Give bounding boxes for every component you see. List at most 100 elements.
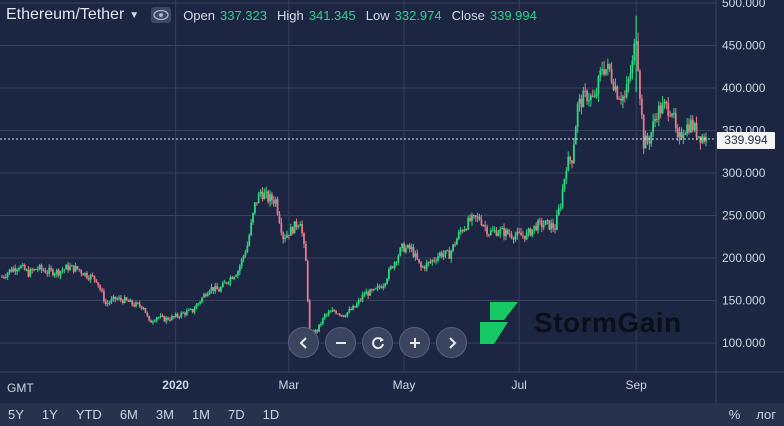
- candle-body: [172, 316, 175, 318]
- y-axis-tick-label: 200.000: [722, 251, 766, 265]
- candle-body: [535, 225, 538, 231]
- candle-body: [252, 212, 254, 223]
- candle-body: [478, 216, 481, 220]
- candle-body: [195, 304, 198, 310]
- range-5y-button[interactable]: 5Y: [8, 407, 24, 422]
- chevron-right-icon: [448, 336, 456, 349]
- reset-zoom-button[interactable]: [362, 327, 393, 358]
- candle-body: [36, 268, 39, 270]
- range-ytd-button[interactable]: YTD: [75, 407, 102, 422]
- scroll-left-button[interactable]: [288, 327, 319, 358]
- candle-body: [50, 267, 52, 270]
- candle-body: [678, 132, 681, 138]
- open-label: Open: [183, 7, 215, 23]
- candle-body: [318, 324, 320, 332]
- candle-body: [135, 302, 137, 307]
- candle-body: [333, 310, 336, 312]
- range-7d-button[interactable]: 7D: [228, 407, 245, 422]
- candle-body: [284, 237, 287, 240]
- candle-body: [348, 309, 351, 313]
- range-6m-button[interactable]: 6M: [119, 407, 138, 422]
- zoom-out-button[interactable]: [325, 327, 356, 358]
- candle-body: [412, 247, 415, 257]
- candle-body: [223, 282, 226, 284]
- candle-body: [59, 271, 62, 276]
- log-scale-toggle[interactable]: лог: [756, 407, 776, 422]
- candle-body: [674, 113, 677, 129]
- candle-body: [673, 113, 675, 115]
- candle-body: [276, 199, 279, 214]
- low-value: 332.974: [394, 7, 442, 23]
- candle-body: [533, 225, 536, 230]
- scroll-right-button[interactable]: [436, 327, 467, 358]
- zoom-in-button[interactable]: [399, 327, 430, 358]
- candle-body: [542, 225, 545, 228]
- candle-body: [376, 286, 379, 289]
- candle-body: [235, 275, 237, 277]
- candle-body: [606, 64, 609, 70]
- candle-body: [138, 303, 141, 307]
- candle-body: [465, 229, 468, 231]
- candle-body: [174, 314, 177, 318]
- candle-body: [316, 329, 319, 332]
- candle-body: [455, 238, 458, 245]
- candle-body: [578, 98, 581, 104]
- candle-body: [299, 223, 302, 226]
- candle-body: [291, 227, 294, 234]
- percent-scale-toggle[interactable]: %: [728, 407, 741, 422]
- candle-body: [323, 314, 326, 318]
- candle-body: [206, 293, 209, 297]
- candle-body: [425, 262, 428, 269]
- candle-body: [603, 69, 605, 75]
- symbol-dropdown-caret-icon[interactable]: ▼: [129, 9, 140, 21]
- candle-body: [61, 270, 64, 272]
- timezone-label[interactable]: GMT: [7, 381, 34, 395]
- range-3m-button[interactable]: 3M: [155, 407, 174, 422]
- candle-body: [450, 250, 453, 259]
- candle-body: [401, 243, 404, 248]
- candle-body: [306, 260, 309, 301]
- candle-body: [461, 230, 464, 232]
- candle-body: [142, 307, 145, 309]
- candle-body: [554, 228, 556, 230]
- candle-body: [297, 225, 300, 227]
- candle-body: [231, 277, 234, 279]
- candle-body: [269, 194, 271, 202]
- refresh-icon: [371, 336, 384, 349]
- candle-body: [457, 232, 460, 239]
- range-1y-button[interactable]: 1Y: [41, 407, 58, 422]
- candle-body: [91, 274, 94, 276]
- candle-body: [197, 303, 200, 305]
- candle-body: [571, 160, 573, 164]
- candle-body: [452, 244, 454, 251]
- range-1d-button[interactable]: 1D: [262, 407, 280, 422]
- candle-body: [382, 286, 385, 289]
- candle-body: [95, 279, 98, 283]
- candle-body: [522, 235, 524, 237]
- candle-body: [546, 220, 549, 222]
- candle-body: [186, 310, 188, 315]
- candle-body: [25, 269, 28, 271]
- candle-body: [46, 272, 49, 274]
- candle-body: [591, 95, 594, 97]
- candle-body: [544, 220, 547, 226]
- eye-icon[interactable]: [151, 7, 172, 23]
- candle-body: [325, 314, 328, 316]
- candle-body: [254, 202, 256, 213]
- candle-body: [286, 234, 288, 238]
- candle-body: [176, 314, 179, 317]
- candle-body: [503, 228, 505, 237]
- candle-body: [220, 287, 222, 292]
- candle-body: [55, 269, 58, 274]
- candle-body: [18, 268, 20, 270]
- candle-body: [110, 299, 113, 303]
- x-axis-tick-label: Mar: [279, 378, 300, 392]
- candle-body: [214, 285, 217, 292]
- candle-body: [540, 220, 543, 228]
- range-1m-button[interactable]: 1M: [191, 407, 210, 422]
- symbol-label[interactable]: Ethereum/Tether: [6, 6, 125, 23]
- candle-body: [238, 265, 241, 272]
- y-axis-tick-label: 300.000: [722, 166, 766, 180]
- candle-body: [642, 115, 645, 149]
